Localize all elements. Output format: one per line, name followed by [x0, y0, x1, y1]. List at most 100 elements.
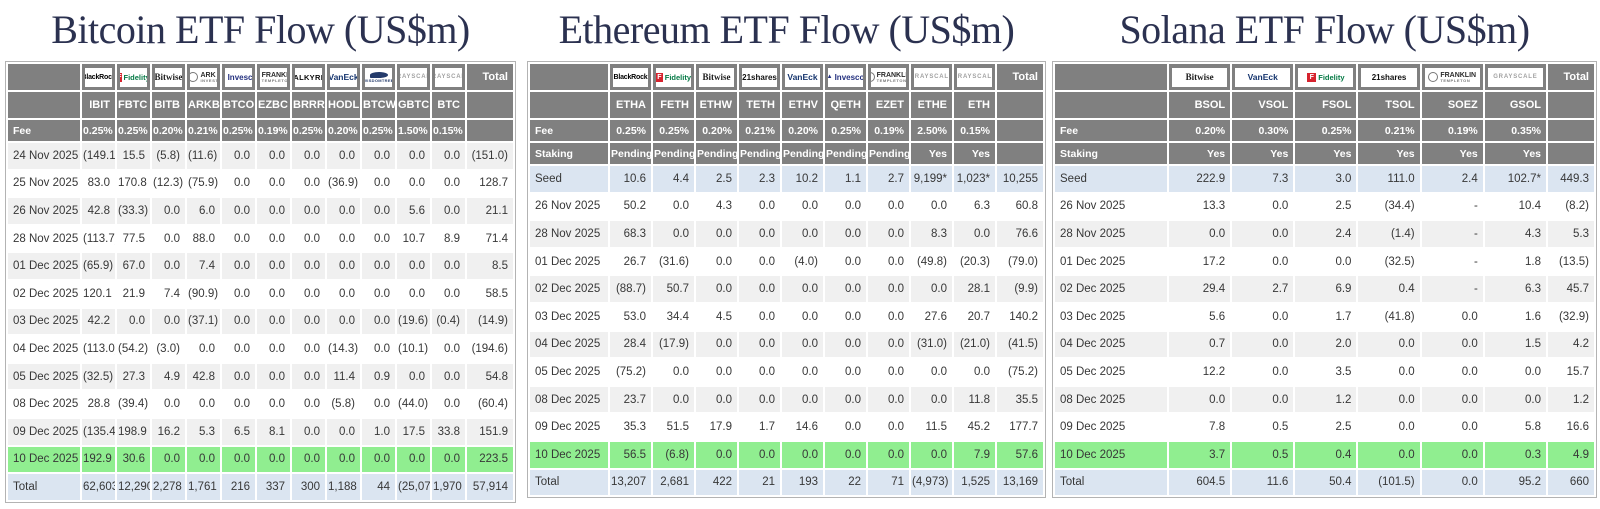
- flow-value-cell: 10.6: [610, 166, 651, 192]
- row-label: 26 Nov 2025: [530, 193, 608, 220]
- flow-value-cell: 0.0: [911, 441, 952, 468]
- staking-cell: Pending: [739, 143, 780, 164]
- issuer-logo-cell: ARK INVEST: [187, 64, 220, 90]
- flow-value-cell: 0.0: [292, 391, 325, 417]
- ticker-row-spacer: [1055, 92, 1167, 118]
- fee-cell: 0.25%: [222, 120, 255, 141]
- flow-value-cell: 11.4: [327, 363, 360, 390]
- flow-value-cell: 12,290: [117, 474, 150, 500]
- flow-value-cell: 0.0: [739, 331, 780, 358]
- flow-value-cell: (4,973): [911, 469, 952, 496]
- flow-value-cell: 4.4: [653, 166, 694, 192]
- table-row: 01 Dec 2025 26.7 (31.6) 0.0 0.0 (4.0) 0.0 0.0 (4…: [530, 248, 1043, 275]
- vaneck-logo-icon: VanEck: [785, 67, 820, 87]
- flow-value-cell: 3.5: [1295, 359, 1357, 385]
- flow-value-cell: (4.0): [782, 248, 823, 275]
- flow-value-cell: 9,199*: [911, 166, 952, 192]
- table-row: 26 Nov 2025 50.2 0.0 4.3 0.0 0.0 0.0 0.0 0.0 6.3 6…: [530, 193, 1043, 220]
- flow-value-cell: 0.9: [362, 363, 395, 390]
- ticker-ethw: ETHW: [696, 92, 737, 118]
- flow-value-cell: 0.0: [1484, 386, 1546, 413]
- issuer-logo-cell: VanEck: [327, 64, 360, 90]
- issuer-logo-cell: 21shares: [1358, 64, 1420, 90]
- table-row: Fee 0.20% 0.30% 0.25% 0.21% 0.19% 0.35%: [1055, 120, 1594, 141]
- flow-value-cell: 10.7: [397, 225, 430, 252]
- table-corner-cell: [8, 64, 80, 90]
- row-total-cell: (41.5): [997, 331, 1043, 358]
- flow-value-cell: 0.0: [292, 336, 325, 362]
- flow-value-cell: (41.8): [1358, 303, 1420, 330]
- 21shares-logo-icon: 21shares: [742, 67, 777, 87]
- table-row: Staking Yes Yes Yes Yes Yes Yes: [1055, 143, 1594, 164]
- flow-value-cell: 0.0: [187, 446, 220, 473]
- table-row: Total 62,603 12,290 2,278 1,761 216 337 300 1,18…: [8, 474, 513, 500]
- ticker-bitb: BITB: [152, 92, 185, 118]
- flow-value-cell: 0.0: [152, 308, 185, 335]
- flow-value-cell: 0.0: [825, 331, 866, 358]
- staking-cell: Yes: [1484, 143, 1546, 164]
- row-label: 05 Dec 2025: [8, 363, 80, 390]
- fee-cell: 0.15%: [432, 120, 465, 141]
- flow-value-cell: 0.0: [868, 359, 909, 385]
- flow-value-cell: 0.0: [696, 441, 737, 468]
- flow-value-cell: 0.0: [292, 225, 325, 252]
- franklin-emblem-icon: [1428, 72, 1439, 82]
- fee-cell: 0.20%: [782, 120, 823, 141]
- flow-value-cell: 0.0: [825, 386, 866, 413]
- table-row: 04 Dec 2025(113.0)(54.2)(3.0)0.00.00.00.…: [8, 336, 513, 362]
- invesco-logo-icon: ▲Invesco: [225, 67, 252, 87]
- flow-value-cell: 170.8: [117, 170, 150, 197]
- flow-value-cell: 21.9: [117, 280, 150, 307]
- flow-value-cell: 0.0: [257, 198, 290, 224]
- flow-value-cell: 68.3: [610, 221, 651, 247]
- issuer-logo-cell: GRAYSCALE: [432, 64, 465, 90]
- flow-value-cell: 27.6: [911, 303, 952, 330]
- ark-emblem-icon: [190, 72, 199, 82]
- flow-value-cell: 0.3: [1484, 441, 1546, 468]
- row-total-cell: 660: [1548, 469, 1594, 496]
- flow-value-cell: 7.4: [152, 280, 185, 307]
- flow-value-cell: 27.3: [117, 363, 150, 390]
- flow-value-cell: 7.8: [1169, 414, 1231, 440]
- table-row: Seed 222.9 7.3 3.0 111.0 2.4 102.7* 449.3: [1055, 166, 1594, 192]
- flow-value-cell: 0.0: [739, 193, 780, 220]
- flow-value-cell: 0.0: [222, 253, 255, 279]
- invesco-triangle-icon: ▲: [225, 74, 226, 80]
- flow-value-cell: (32.5): [1358, 248, 1420, 275]
- issuer-logo-cell: GRAYSCALE: [397, 64, 430, 90]
- row-total-cell: 57.6: [997, 441, 1043, 468]
- table-row: 09 Dec 2025(135.4)198.916.25.36.58.10.00…: [8, 418, 513, 445]
- flow-value-cell: 0.0: [868, 248, 909, 275]
- fee-total-spacer: [467, 120, 513, 141]
- flow-value-cell: 2.0: [1295, 331, 1357, 358]
- row-total-cell: 449.3: [1548, 166, 1594, 192]
- ticker-teth: TETH: [739, 92, 780, 118]
- ticker-ethv: ETHV: [782, 92, 823, 118]
- flow-value-cell: 11.6: [1232, 469, 1294, 496]
- row-total-cell: (194.6): [467, 336, 513, 362]
- flow-value-cell: 11.5: [911, 414, 952, 440]
- flow-value-cell: 0.0: [222, 336, 255, 362]
- flow-value-cell: 0.0: [653, 193, 694, 220]
- issuer-logo-cell: GRAYSCALE: [911, 64, 952, 90]
- solana-etf-section: Solana ETF Flow (US$m) Bitwise VanEck F Fid…: [1052, 0, 1597, 499]
- flow-value-cell: 0.0: [362, 225, 395, 252]
- total-column-header: Total: [1548, 64, 1594, 90]
- flow-value-cell: 0.0: [782, 441, 823, 468]
- ark-invest-logo-icon: ARK INVEST: [190, 67, 217, 87]
- table-row: 28 Nov 2025 0.0 0.0 2.4 (1.4) -4.3 5.3: [1055, 221, 1594, 247]
- flow-value-cell: 0.0: [222, 391, 255, 417]
- flow-value-cell: 0.0: [911, 359, 952, 385]
- flow-value-cell: 3.0: [1295, 166, 1357, 192]
- table-row: 25 Nov 2025 83.0 170.8 (12.3) (75.9) 0.0 0.0 0.…: [8, 170, 513, 197]
- table-row: 10 Dec 2025 56.5 (6.8) 0.0 0.0 0.0 0.0 0.0 0.0 7.…: [530, 441, 1043, 468]
- ticker-ezet: EZET: [868, 92, 909, 118]
- ticker-row-spacer: [530, 92, 608, 118]
- table-row: Fee 0.25% 0.25% 0.20% 0.21% 0.20% 0.25% 0.19% 2.…: [530, 120, 1043, 141]
- flow-value-cell: 34.4: [653, 303, 694, 330]
- vaneck-logo-icon: VanEck: [330, 67, 357, 87]
- issuer-logo-cell: ▲Invesco: [222, 64, 255, 90]
